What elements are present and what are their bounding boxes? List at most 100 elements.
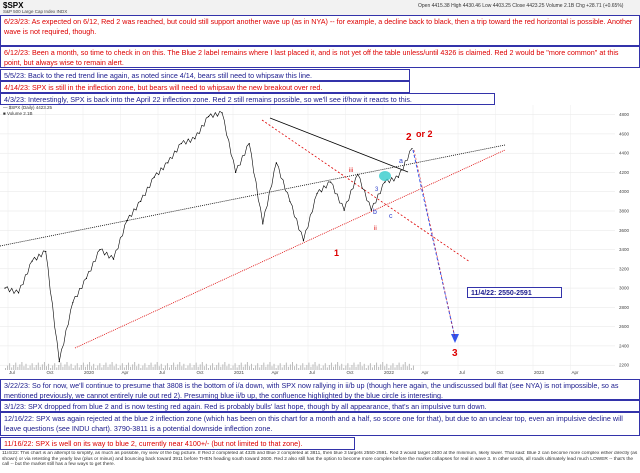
volume-bar	[105, 362, 107, 370]
volume-bar	[410, 368, 412, 370]
volume-bar	[80, 365, 82, 370]
volume-bar	[310, 366, 312, 370]
volume-bar	[353, 362, 355, 370]
volume-bar	[240, 362, 242, 370]
volume-bar	[300, 365, 302, 370]
volume-bar	[382, 362, 384, 370]
volume-bar	[259, 367, 261, 370]
legend-volume: ■ Volume 2.1B	[3, 111, 33, 116]
price-point	[235, 171, 237, 174]
x-tick-label: Jul	[309, 370, 315, 375]
volume-bar	[60, 362, 62, 370]
volume-bar	[46, 366, 47, 370]
volume-bar	[179, 362, 181, 370]
volume-bar	[207, 368, 209, 370]
volume-bar	[265, 366, 267, 370]
volume-bar	[390, 365, 392, 370]
volume-bar	[269, 362, 271, 370]
volume-bar	[216, 365, 218, 370]
volume-bar	[210, 365, 211, 370]
volume-bar	[335, 364, 337, 370]
volume-bar	[58, 365, 60, 370]
volume-bar	[97, 365, 99, 370]
volume-bar	[408, 363, 410, 370]
volume-bar	[355, 366, 357, 370]
note-5-5-23: 5/5/23: Back to the red trend line again…	[0, 69, 410, 81]
volume-bar	[404, 362, 406, 370]
volume-bar	[87, 364, 88, 370]
x-tick-label: Apr	[422, 370, 430, 375]
volume-bar	[142, 365, 144, 370]
y-tick-label: 3600	[619, 228, 630, 233]
price-point	[275, 162, 277, 164]
volume-bar	[78, 367, 80, 370]
volume-bar	[23, 366, 25, 370]
price-point	[384, 181, 386, 183]
volume-bar	[56, 367, 58, 370]
price-point	[343, 209, 345, 211]
volume-bar	[152, 366, 154, 370]
volume-bar	[175, 366, 177, 370]
red-projection-arrow	[413, 149, 456, 339]
volume-bar	[224, 362, 226, 370]
volume-bar	[261, 365, 263, 370]
volume-bar	[166, 363, 168, 370]
red-trend-line	[74, 149, 506, 349]
volume-bar	[37, 362, 39, 370]
volume-bar	[242, 366, 244, 370]
volume-bar	[173, 362, 175, 370]
volume-bar	[13, 365, 15, 370]
price-point	[140, 200, 142, 202]
volume-bar	[273, 363, 275, 370]
volume-bar	[246, 362, 248, 370]
volume-bar	[41, 364, 43, 370]
volume-bar	[296, 363, 298, 370]
volume-bar	[95, 368, 97, 370]
chart-subtitle: S&P 500 Large Cap Index INDX	[3, 9, 68, 14]
volume-bar	[146, 367, 148, 370]
x-tick-label: Oct	[47, 370, 55, 375]
volume-bar	[132, 364, 134, 370]
y-tick-label: 4600	[619, 131, 630, 136]
volume-bar	[39, 366, 41, 370]
volume-bar	[248, 366, 250, 370]
price-point	[397, 176, 400, 178]
volume-bar	[140, 368, 142, 370]
volume-bar	[267, 364, 269, 370]
y-tick-label: 2400	[619, 343, 630, 348]
volume-bar	[52, 365, 54, 370]
label-ii: ii	[374, 226, 377, 232]
volume-bar	[361, 366, 363, 370]
volume-bar	[205, 363, 207, 370]
volume-bar	[43, 362, 45, 370]
volume-bar	[412, 365, 414, 370]
volume-bar	[337, 362, 339, 370]
x-tick-label: Apr	[122, 370, 130, 375]
volume-bar	[70, 363, 72, 370]
volume-bar	[406, 366, 408, 370]
price-point	[194, 138, 196, 140]
volume-bar	[199, 364, 201, 370]
volume-bar	[263, 362, 265, 370]
blue-arrowhead	[451, 334, 459, 343]
volume-bar	[251, 363, 252, 370]
label-or-2: or 2	[416, 129, 433, 139]
volume-bar	[220, 366, 222, 370]
volume-bar	[74, 365, 76, 370]
volume-bar	[347, 363, 349, 370]
volume-bar	[11, 367, 13, 370]
volume-bar	[367, 365, 369, 370]
volume-bar	[162, 368, 164, 370]
volume-bar	[349, 367, 351, 370]
price-point	[17, 292, 20, 294]
volume-bar	[121, 363, 123, 370]
volume-bar	[369, 363, 371, 370]
volume-bar	[160, 363, 162, 370]
volume-bar	[232, 365, 234, 370]
volume-bar	[25, 363, 27, 370]
price-point	[45, 250, 47, 253]
volume-bar	[312, 364, 314, 370]
volume-bar	[289, 364, 291, 370]
y-tick-label: 3200	[619, 266, 630, 271]
volume-bar	[314, 362, 316, 370]
